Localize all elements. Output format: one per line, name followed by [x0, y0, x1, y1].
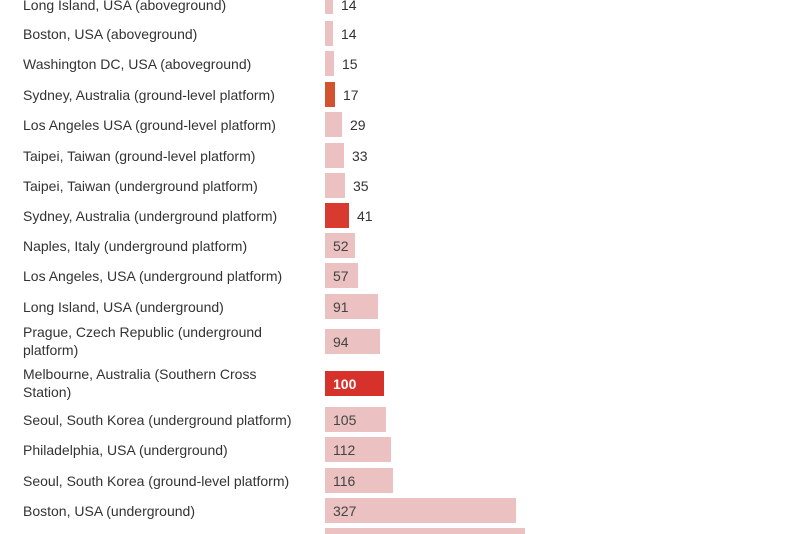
bar	[325, 437, 391, 462]
category-label: Taipei, Taiwan (underground platform)	[23, 177, 258, 194]
value-label: 14	[341, 25, 357, 42]
value-label: 100	[333, 375, 357, 392]
category-label: Sydney, Australia (underground platform)	[23, 207, 278, 224]
bar-row: Long Island, USA (aboveground) 14	[0, 0, 800, 14]
category-label: Melbourne, Australia (Southern Cross Sta…	[23, 366, 257, 400]
bar	[325, 263, 358, 288]
bar-row: Sydney, Australia (underground platform)…	[0, 203, 800, 228]
category-label: Seoul, South Korea (ground-level platfor…	[23, 472, 290, 489]
category-label: Los Angeles USA (ground-level platform)	[23, 116, 276, 133]
category-label: Boston, USA (aboveground)	[23, 25, 198, 42]
bar	[325, 112, 342, 137]
bar	[325, 21, 333, 46]
bar	[325, 51, 334, 76]
category-label: Taipei, Taiwan (ground-level platform)	[23, 147, 256, 164]
category-label: Los Angeles, USA (underground platform)	[23, 267, 283, 284]
value-label: 52	[333, 237, 349, 254]
bar-row: Boston, USA (aboveground) 14	[0, 21, 800, 46]
bar-partial	[325, 528, 525, 534]
bar	[325, 233, 355, 258]
bar	[325, 407, 386, 432]
bar	[325, 329, 380, 354]
category-label: Washington DC, USA (aboveground)	[23, 55, 252, 72]
category-label: Naples, Italy (underground platform)	[23, 237, 248, 254]
category-label: Sydney, Australia (ground-level platform…	[23, 86, 275, 103]
bar-row: Washington DC, USA (aboveground) 15	[0, 51, 800, 76]
category-label: Boston, USA (underground)	[23, 502, 195, 519]
value-label: 94	[333, 333, 349, 350]
bar-row: Melbourne, Australia (Southern Cross Sta…	[0, 366, 800, 400]
value-label: 35	[353, 177, 369, 194]
bar	[325, 143, 344, 168]
value-label: 91	[333, 298, 349, 315]
category-label: Long Island, USA (underground)	[23, 298, 224, 315]
bar	[325, 0, 333, 14]
bar-row: Long Island, USA (underground) 91	[0, 294, 800, 319]
value-label: 57	[333, 267, 349, 284]
value-label: 17	[343, 86, 359, 103]
value-label: 15	[342, 55, 358, 72]
bar-row: Los Angeles, USA (underground platform) 5…	[0, 263, 800, 288]
value-label: 33	[352, 147, 368, 164]
bar-row: Naples, Italy (underground platform) 52	[0, 233, 800, 258]
bar-row: Philadelphia, USA (underground) 112	[0, 437, 800, 462]
bar	[325, 371, 384, 396]
category-label: Long Island, USA (aboveground)	[23, 0, 227, 13]
bar-row: Seoul, South Korea (ground-level platfor…	[0, 468, 800, 493]
value-label: 116	[333, 472, 356, 489]
value-label: 327	[333, 502, 357, 519]
bar-row: Seoul, South Korea (underground platform…	[0, 407, 800, 432]
bar	[325, 468, 393, 493]
bar-row: Taipei, Taiwan (underground platform) 35	[0, 173, 800, 198]
bar-row: Sydney, Australia (ground-level platform…	[0, 82, 800, 107]
value-label: 29	[350, 116, 366, 133]
value-label: 112	[333, 441, 356, 458]
bar	[325, 173, 345, 198]
category-label: Seoul, South Korea (underground platform…	[23, 411, 292, 428]
bar-row: Los Angeles USA (ground-level platform) 2…	[0, 112, 800, 137]
bar-row: Boston, USA (underground) 327	[0, 498, 800, 523]
bar	[325, 498, 516, 523]
category-label: Prague, Czech Republic (underground plat…	[23, 324, 262, 358]
value-label: 41	[357, 207, 373, 224]
value-label: 105	[333, 411, 357, 428]
bar-row: Taipei, Taiwan (ground-level platform) 33	[0, 143, 800, 168]
category-label: Philadelphia, USA (underground)	[23, 441, 228, 458]
bar	[325, 294, 378, 319]
value-label: 14	[341, 0, 357, 13]
bar	[325, 82, 335, 107]
bar-row: Prague, Czech Republic (underground plat…	[0, 324, 800, 358]
bar	[325, 203, 349, 228]
